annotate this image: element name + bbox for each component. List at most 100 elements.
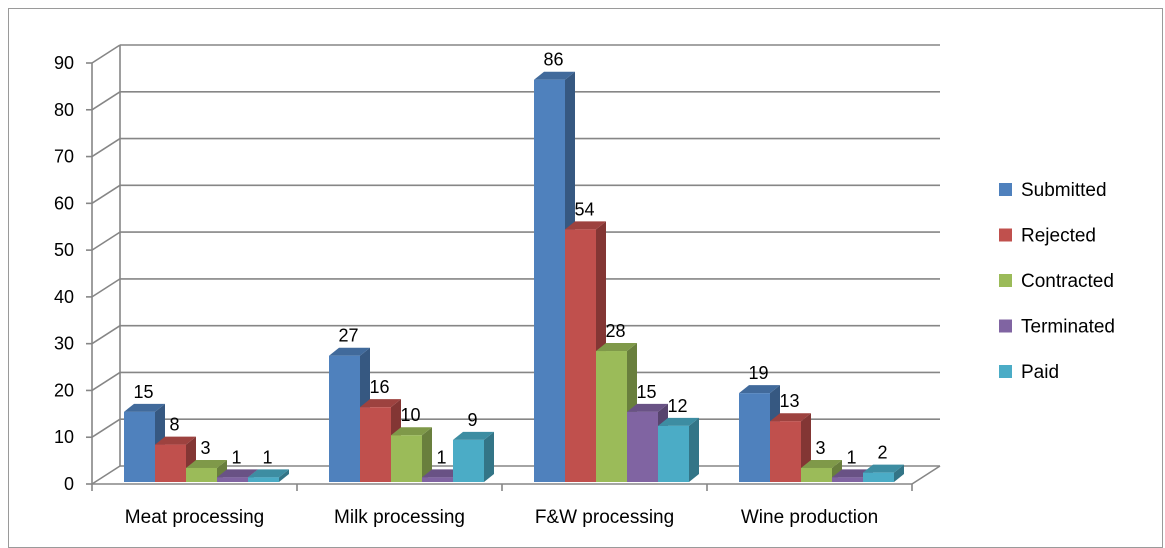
data-label: 15 [133, 382, 153, 402]
y-tick-label: 70 [54, 147, 74, 167]
y-tick-label: 0 [64, 474, 74, 494]
data-label: 54 [574, 199, 594, 219]
bar-top [186, 459, 227, 468]
bar-terminated[interactable] [217, 477, 248, 482]
legend-swatch [999, 365, 1012, 378]
bar-paid[interactable] [658, 425, 689, 482]
data-label: 1 [231, 447, 241, 467]
bar-paid[interactable] [453, 439, 484, 482]
y-axis-ticks: 0 10 20 30 40 50 60 70 80 90 [54, 53, 74, 494]
bar-side [484, 431, 494, 482]
bar-top [422, 469, 463, 478]
bar-top [832, 469, 873, 478]
bar-terminated[interactable] [832, 477, 863, 482]
bar-top [739, 385, 780, 394]
gridline-side [91, 91, 121, 111]
bar-top [565, 221, 606, 230]
bar-paid[interactable] [248, 477, 279, 482]
data-label: 9 [467, 410, 477, 430]
bar-contracted[interactable] [801, 467, 832, 482]
bar-top [391, 427, 432, 436]
data-label: 15 [636, 382, 656, 402]
bar-submitted[interactable] [329, 355, 360, 482]
gridline-side [91, 137, 121, 158]
bar-rejected[interactable] [770, 421, 801, 482]
gridline-side [91, 465, 121, 485]
bar-top [596, 343, 637, 352]
gridline-side [91, 278, 121, 298]
gridline-side [91, 418, 121, 438]
bar-top [770, 413, 811, 422]
axes [86, 45, 913, 491]
bar-top [453, 431, 494, 440]
legend-swatch [999, 183, 1012, 196]
data-label: 3 [200, 438, 210, 458]
bar-top [329, 347, 370, 356]
floor-edge [911, 465, 941, 485]
y-tick-label: 50 [54, 240, 74, 260]
bar-contracted[interactable] [391, 435, 422, 482]
bar-rejected[interactable] [360, 407, 391, 482]
bar-contracted[interactable] [186, 467, 217, 482]
gridline-side [91, 324, 121, 345]
data-label: 28 [605, 321, 625, 341]
y-tick-label: 10 [54, 427, 74, 447]
legend-item-paid[interactable]: Paid [999, 362, 1059, 383]
legend-label: Terminated [1021, 317, 1115, 338]
data-label: 10 [400, 405, 420, 425]
bars [124, 71, 904, 482]
bar-rejected[interactable] [155, 444, 186, 482]
bar-top [534, 71, 575, 80]
category-label: Meat processing [125, 507, 264, 528]
data-label: 27 [338, 326, 358, 346]
y-tick-label: 80 [54, 100, 74, 120]
data-label: 86 [543, 50, 563, 70]
y-tick-label: 20 [54, 380, 74, 400]
y-tick-label: 90 [54, 53, 74, 73]
bar-top [658, 417, 699, 426]
legend-swatch [999, 319, 1012, 333]
data-label: 16 [369, 377, 389, 397]
bar-side [422, 427, 432, 482]
bar-terminated[interactable] [422, 477, 453, 482]
legend-item-rejected[interactable]: Rejected [999, 226, 1096, 247]
x-axis-categories: Meat processing Milk processing F&W proces… [125, 507, 878, 528]
bar-submitted[interactable] [534, 79, 565, 482]
legend-item-terminated[interactable]: Terminated [999, 317, 1115, 338]
data-label: 8 [169, 415, 179, 435]
data-label: 1 [436, 447, 446, 467]
gridline-side [91, 231, 121, 251]
gridline-side [91, 44, 121, 64]
legend-swatch [999, 274, 1012, 287]
bar-contracted[interactable] [596, 351, 627, 482]
bar-submitted[interactable] [124, 411, 155, 482]
bar-top [155, 436, 196, 445]
bar-paid[interactable] [863, 472, 894, 482]
legend[interactable]: Submitted Rejected Contracted Terminated Pai… [999, 180, 1115, 383]
legend-label: Contracted [1021, 271, 1114, 292]
data-label: 13 [779, 391, 799, 411]
bar-top [217, 469, 258, 478]
bar-terminated[interactable] [627, 411, 658, 482]
data-label: 2 [877, 443, 887, 463]
legend-item-contracted[interactable]: Contracted [999, 271, 1114, 292]
data-label: 3 [815, 438, 825, 458]
bar-top [863, 464, 904, 473]
data-label: 1 [846, 447, 856, 467]
legend-item-submitted[interactable]: Submitted [999, 180, 1107, 201]
y-tick-label: 40 [54, 287, 74, 307]
legend-label: Paid [1021, 362, 1059, 383]
bar-top [360, 399, 401, 408]
category-label: Milk processing [334, 507, 465, 528]
legend-label: Rejected [1021, 226, 1096, 247]
bar-submitted[interactable] [739, 393, 770, 482]
bar-side [894, 464, 904, 482]
category-label: Wine production [741, 507, 878, 528]
data-label: 12 [667, 396, 687, 416]
bar-top [124, 403, 165, 412]
bar-rejected[interactable] [565, 229, 596, 482]
bar-side [689, 417, 699, 482]
bar-top [801, 459, 842, 468]
